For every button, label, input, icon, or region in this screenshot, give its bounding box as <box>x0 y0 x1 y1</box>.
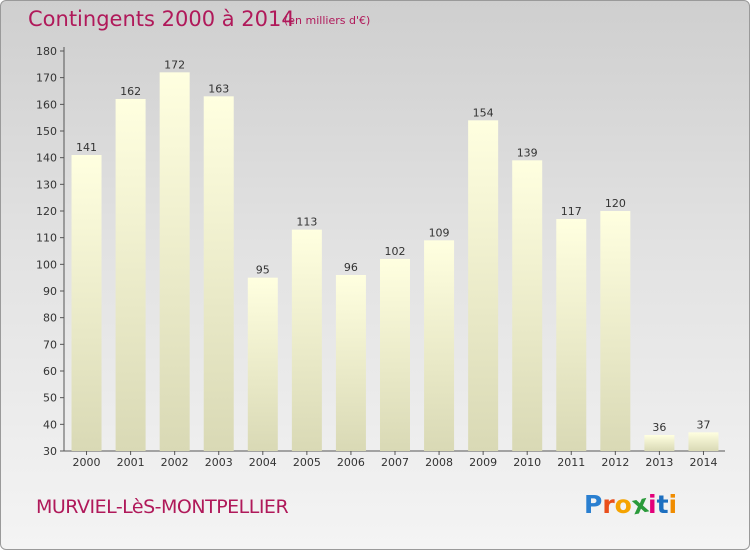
bar-value-label: 117 <box>561 205 582 218</box>
bar <box>644 435 675 451</box>
x-tick-label: 2006 <box>337 456 365 469</box>
bar-value-label: 102 <box>385 245 406 258</box>
logo-letter: i <box>668 490 678 519</box>
y-tick-label: 60 <box>43 365 57 378</box>
x-tick-label: 2004 <box>249 456 277 469</box>
proxiti-logo[interactable]: Proxiti <box>584 489 678 521</box>
bar <box>71 155 102 451</box>
x-tick-label: 2012 <box>601 456 629 469</box>
y-tick-label: 70 <box>43 338 57 351</box>
y-tick-label: 90 <box>43 285 57 298</box>
logo-letter: o <box>614 490 632 519</box>
logo-letter: P <box>584 490 603 519</box>
commune-name: MURVIEL-LèS-MONTPELLIER <box>36 496 289 518</box>
y-tick-label: 50 <box>43 392 57 405</box>
bar-value-label: 141 <box>76 141 97 154</box>
bar <box>512 160 543 452</box>
y-tick-label: 150 <box>36 125 57 138</box>
bar-value-label: 37 <box>696 418 710 431</box>
x-tick-label: 2000 <box>73 456 101 469</box>
bar-value-label: 36 <box>652 421 666 434</box>
bar <box>159 72 190 451</box>
bar <box>556 219 587 451</box>
y-axis: 30 40 50 60 70 80 90 100 110 120 130 140 150 160 170 18… <box>36 45 65 458</box>
logo-letter: r <box>602 490 615 519</box>
x-tick-label: 2008 <box>425 456 453 469</box>
bar-value-label: 172 <box>164 58 185 71</box>
y-tick-label: 180 <box>36 45 57 58</box>
x-tick-label: 2007 <box>381 456 409 469</box>
bar <box>115 99 146 451</box>
x-tick-label: 2009 <box>469 456 497 469</box>
y-tick-label: 140 <box>36 152 57 165</box>
y-tick-label: 130 <box>36 178 57 191</box>
x-tick-label: 2005 <box>293 456 321 469</box>
bar-value-label: 113 <box>296 216 317 229</box>
chart-subtitle: (en milliers d'€) <box>284 14 371 27</box>
bar-value-label: 109 <box>429 226 450 239</box>
bar-value-label: 120 <box>605 197 626 210</box>
x-tick-label: 2013 <box>645 456 673 469</box>
bar <box>380 259 410 451</box>
value-labels: 141 162 172 163 95 113 96 102 109 154 139 117 120 36 3… <box>76 58 710 434</box>
x-tick-label: 2003 <box>205 456 233 469</box>
bar <box>335 275 366 451</box>
y-tick-label: 170 <box>36 72 57 85</box>
y-tick-label: 40 <box>43 418 57 431</box>
chart-title: Contingents 2000 à 2014 <box>28 7 295 31</box>
bar-value-label: 162 <box>120 85 141 98</box>
bar-value-label: 163 <box>208 82 229 95</box>
x-axis: 2000 2001 2002 2003 2004 2005 2006 2007 2008 2009… <box>64 450 725 469</box>
bar <box>291 229 322 451</box>
bar <box>424 240 455 451</box>
bars <box>71 72 719 452</box>
bar-value-label: 96 <box>344 261 358 274</box>
bar <box>688 432 719 451</box>
bar <box>203 96 234 451</box>
y-tick-label: 100 <box>36 258 57 271</box>
bar <box>247 277 278 451</box>
x-tick-label: 2011 <box>557 456 585 469</box>
bar <box>468 120 499 451</box>
bar-value-label: 154 <box>473 106 494 119</box>
y-tick-label: 30 <box>43 445 57 458</box>
y-tick-label: 80 <box>43 312 57 325</box>
bar <box>600 211 631 451</box>
logo-letter: t <box>656 490 669 519</box>
bar-value-label: 95 <box>256 264 270 277</box>
x-tick-label: 2001 <box>117 456 145 469</box>
logo-letter: i <box>648 490 657 519</box>
x-tick-label: 2014 <box>689 456 717 469</box>
y-tick-label: 110 <box>36 232 57 245</box>
bar-value-label: 139 <box>517 146 538 159</box>
x-tick-label: 2010 <box>513 456 541 469</box>
y-tick-label: 160 <box>36 98 57 111</box>
y-tick-label: 120 <box>36 205 57 218</box>
x-tick-label: 2002 <box>161 456 189 469</box>
